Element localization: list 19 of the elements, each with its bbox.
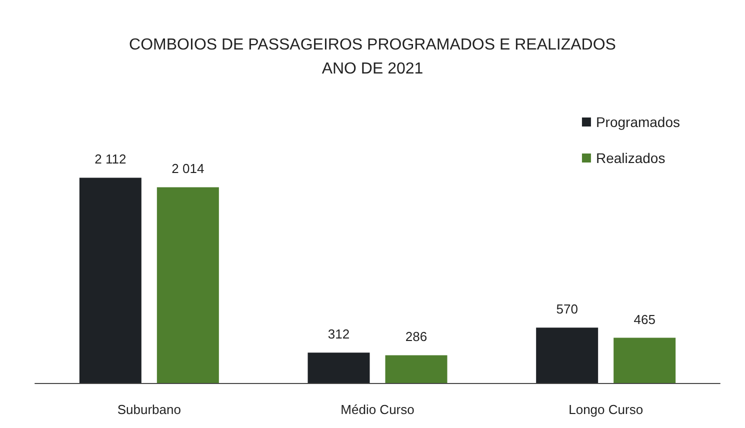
data-label: 2 112	[94, 152, 126, 167]
chart-subtitle: ANO DE 2021	[322, 60, 424, 78]
bar	[79, 178, 142, 383]
data-label: 2 014	[172, 161, 204, 176]
bar	[536, 328, 598, 383]
x-tick-label: Suburbano	[117, 402, 181, 417]
bar	[614, 338, 676, 383]
chart-title: COMBOIOS DE PASSAGEIROS PROGRAMADOS E REALIZADOS	[129, 36, 616, 54]
data-label: 286	[405, 329, 428, 344]
legend-label: Realizados	[596, 150, 666, 166]
x-tick-label: Médio Curso	[340, 402, 414, 417]
x-tick-label: Longo Curso	[568, 402, 644, 417]
data-label: 312	[328, 326, 350, 342]
data-label: 570	[556, 302, 578, 317]
bar	[385, 355, 448, 383]
data-label: 465	[634, 312, 656, 327]
bar	[156, 187, 219, 383]
legend-label: Programados	[596, 114, 680, 130]
bar	[308, 352, 370, 383]
